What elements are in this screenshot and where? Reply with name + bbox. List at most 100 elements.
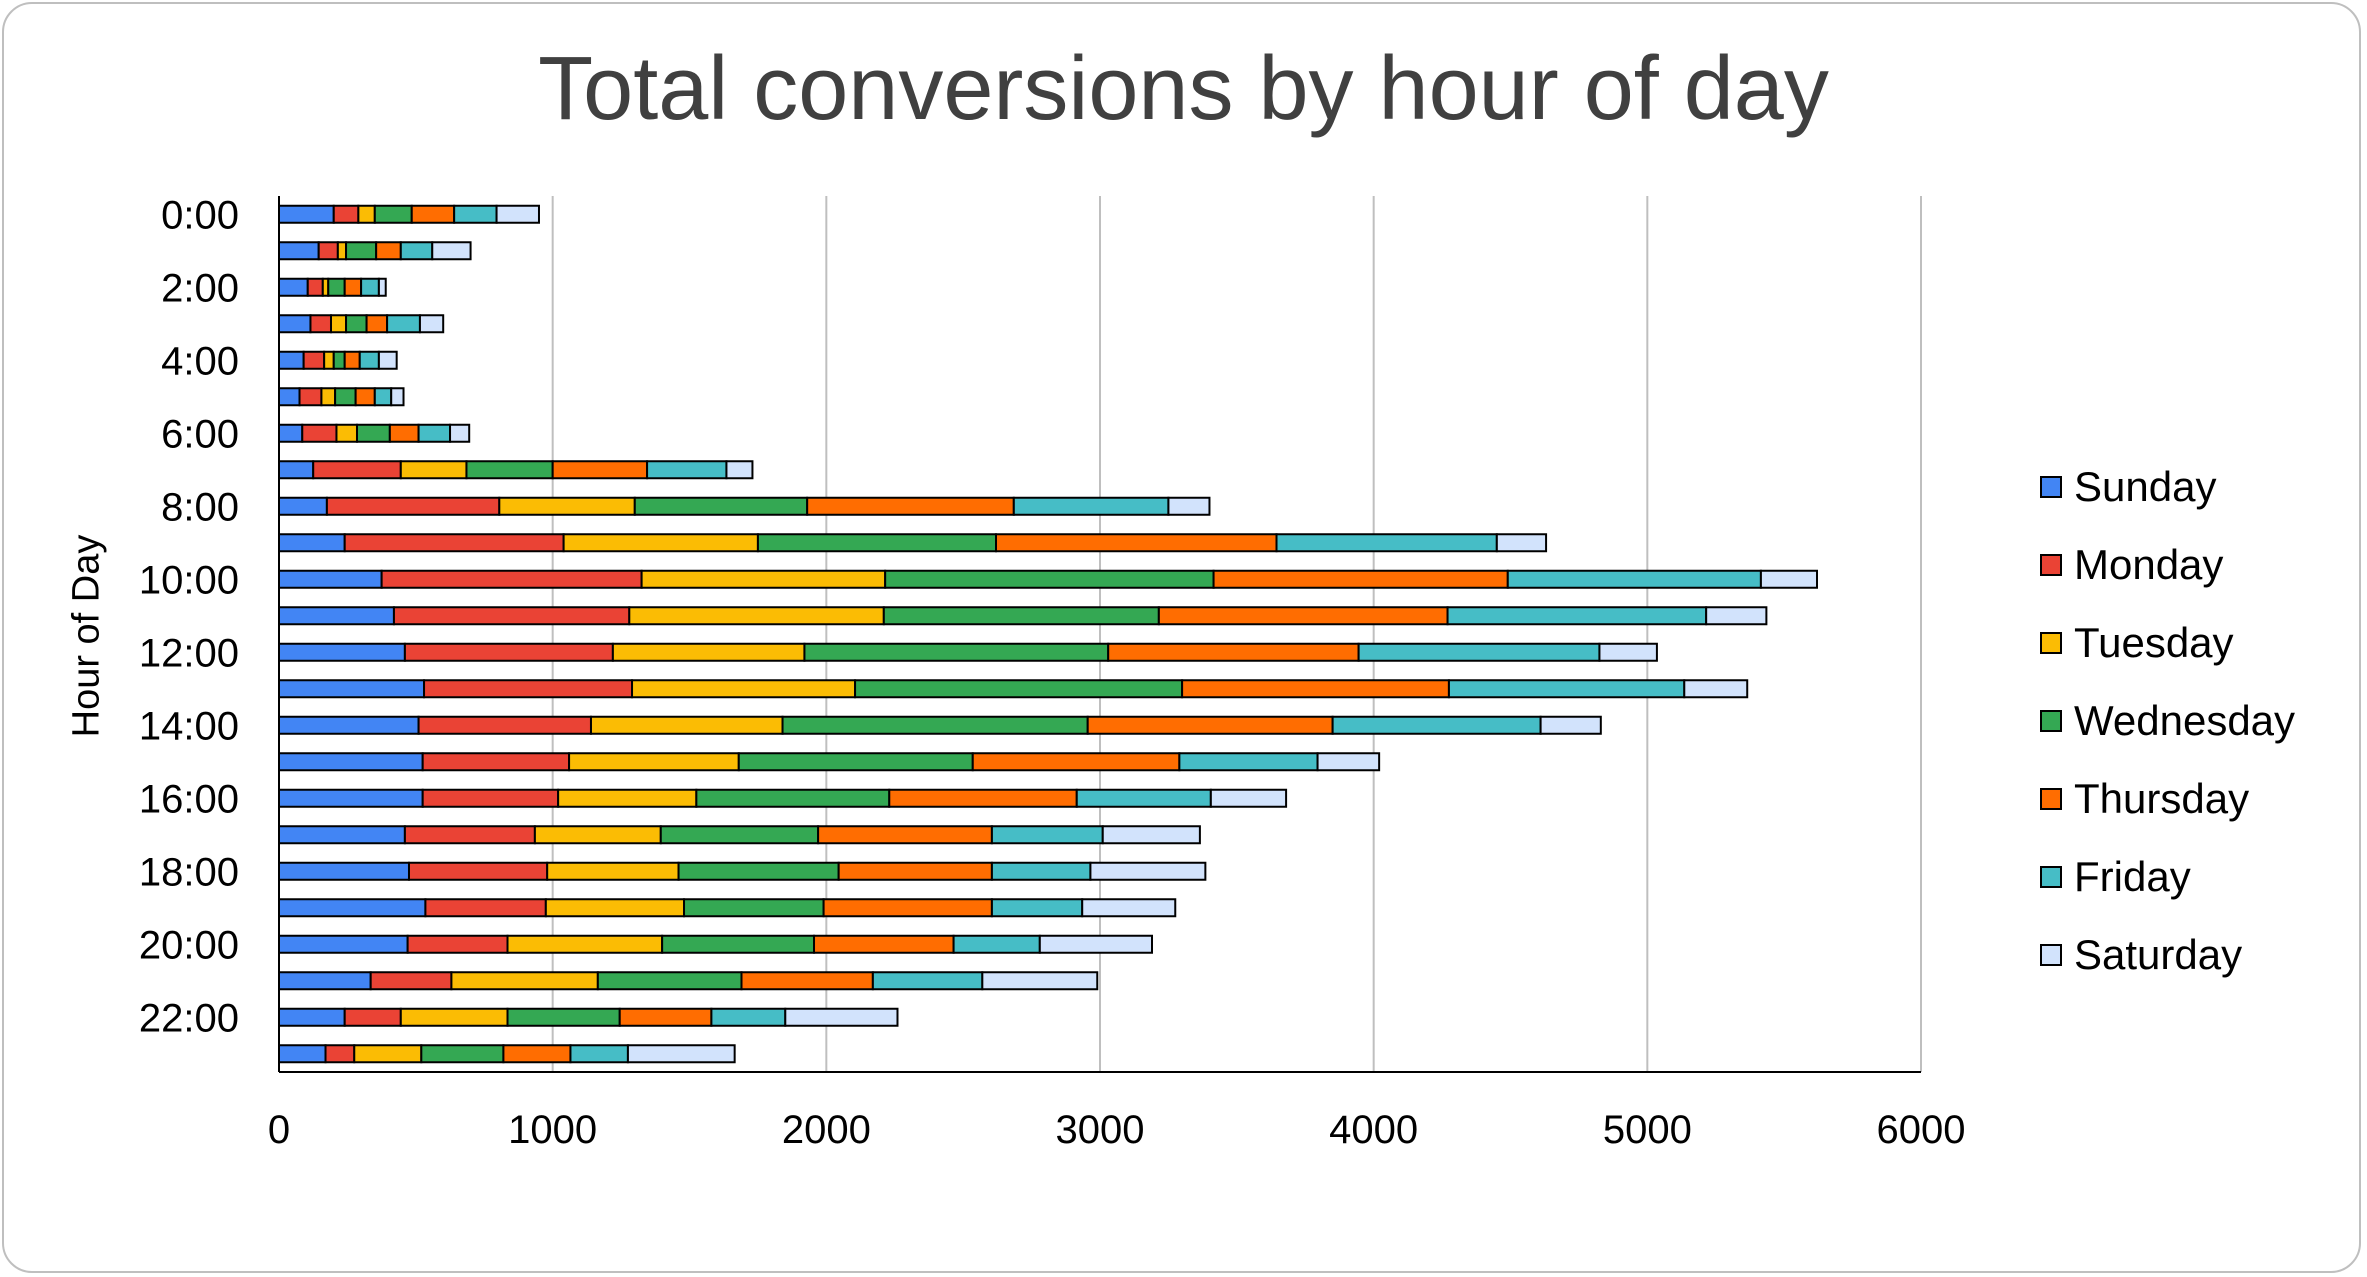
bar-segment-monday [406,934,509,954]
bar-segment-friday [871,971,984,991]
bar-segment-friday [990,861,1092,881]
bar-segment-saturday [1683,679,1749,699]
bar-segment-tuesday [506,934,664,954]
legend-swatch [2040,476,2062,498]
bar-segment-sunday [278,241,320,261]
bar-segment-monday [421,788,560,808]
bar-segment-thursday [888,788,1078,808]
bar-segment-wednesday [633,496,809,516]
bar-segment-sunday [278,825,406,845]
bar-segment-wednesday [884,569,1215,589]
y-tick-label: 22:00 [139,996,239,1040]
bar-segment-monday [403,825,536,845]
bar-segment-wednesday [420,1044,505,1064]
legend-swatch [2040,866,2062,888]
bar-segment-tuesday [320,387,337,407]
bar-segment-saturday [1038,934,1153,954]
bar-segment-tuesday [399,1007,509,1027]
bar-segment-wednesday [882,606,1160,626]
y-tick-label: 20:00 [139,923,239,967]
bar-segment-monday [343,533,565,553]
bar-segment-saturday [449,423,471,443]
legend-label: Thursday [2074,775,2250,822]
bar-segment-friday [1447,679,1686,699]
bar-segment-monday [325,496,501,516]
legend-item-tuesday: Tuesday [2040,604,2295,682]
bar-segment-monday [312,460,402,480]
bar-segment-saturday [981,971,1099,991]
bar-segment-saturday [1598,642,1658,662]
legend-label: Wednesday [2074,697,2296,744]
bar-segment-sunday [278,1044,327,1064]
bar-segment-friday [399,241,434,261]
bar-segment-saturday [784,1007,899,1027]
bar-segment-saturday [626,1044,736,1064]
axes [278,196,1921,1073]
bar-segment-friday [358,350,380,370]
bar-segment-thursday [1086,715,1334,735]
bar-segment-thursday [1212,569,1509,589]
bar-segment-thursday [1157,606,1449,626]
x-tick-label: 3000 [1056,1108,1145,1152]
bar-segment-monday [301,423,338,443]
bar-segment-sunday [278,752,424,772]
bar-segment-monday [369,971,453,991]
x-tick-labels: 0 1000 2000 3000 4000 5000 6000 [268,1108,1966,1152]
bar-segment-tuesday [533,825,662,845]
bar-segment-friday [360,277,380,297]
bar-segment-wednesday [661,934,816,954]
bar-segment-friday [952,934,1041,954]
bar-segment-sunday [278,350,305,370]
bar-segment-wednesday [781,715,1089,735]
bar-segment-wednesday [332,350,346,370]
x-tick-label: 6000 [1877,1108,1966,1152]
bar-segment-wednesday [854,679,1184,699]
bar-segment-tuesday [568,752,740,772]
legend-swatch [2040,632,2062,654]
bar-segment-saturday [1539,715,1602,735]
y-tick-label: 14:00 [139,704,239,748]
legend-label: Tuesday [2074,619,2234,666]
bar-segment-wednesday [683,898,825,918]
y-tick-labels: 0:00 2:00 4:00 6:00 8:00 10:00 12:00 14:00 16:00… [139,193,239,1040]
bar-segment-saturday [431,241,472,261]
bar-segment-wednesday [327,277,346,297]
bar-segment-monday [332,204,360,224]
bar-segment-sunday [278,642,406,662]
legend-swatch [2040,710,2062,732]
bar-segment-monday [423,679,634,699]
bar-segment-monday [417,715,592,735]
bar-segment-monday [407,861,549,881]
bar-segment-sunday [278,387,301,407]
bar-segment-monday [392,606,631,626]
bar-segment-friday [1275,533,1498,553]
bar-segment-thursday [1107,642,1360,662]
bar-segment-wednesday [373,204,413,224]
x-tick-label: 1000 [508,1108,597,1152]
bar-segment-tuesday [611,642,806,662]
bar-segment-friday [1012,496,1170,516]
bar-segment-tuesday [353,1044,423,1064]
bar-segment-friday [1178,752,1319,772]
bar-segment-tuesday [544,898,686,918]
bar-segment-sunday [278,460,315,480]
bar-segment-monday [302,350,326,370]
bar-segment-friday [990,825,1104,845]
bar-segment-tuesday [562,533,759,553]
y-tick-label: 6:00 [161,412,239,456]
bar-segment-wednesday [659,825,820,845]
bar-segment-friday [646,460,728,480]
y-tick-label: 2:00 [161,266,239,310]
y-tick-label: 16:00 [139,777,239,821]
bar-segment-saturday [725,460,754,480]
bar-segment-wednesday [465,460,554,480]
legend-item-saturday: Saturday [2040,916,2295,994]
y-tick-label: 8:00 [161,485,239,529]
bar-segment-saturday [1081,898,1177,918]
y-tick-label: 10:00 [139,558,239,602]
bar-segment-thursday [343,277,363,297]
bar-segment-tuesday [631,679,857,699]
bar-segment-thursday [740,971,874,991]
bar-segment-thursday [354,387,376,407]
bar-segment-thursday [388,423,420,443]
